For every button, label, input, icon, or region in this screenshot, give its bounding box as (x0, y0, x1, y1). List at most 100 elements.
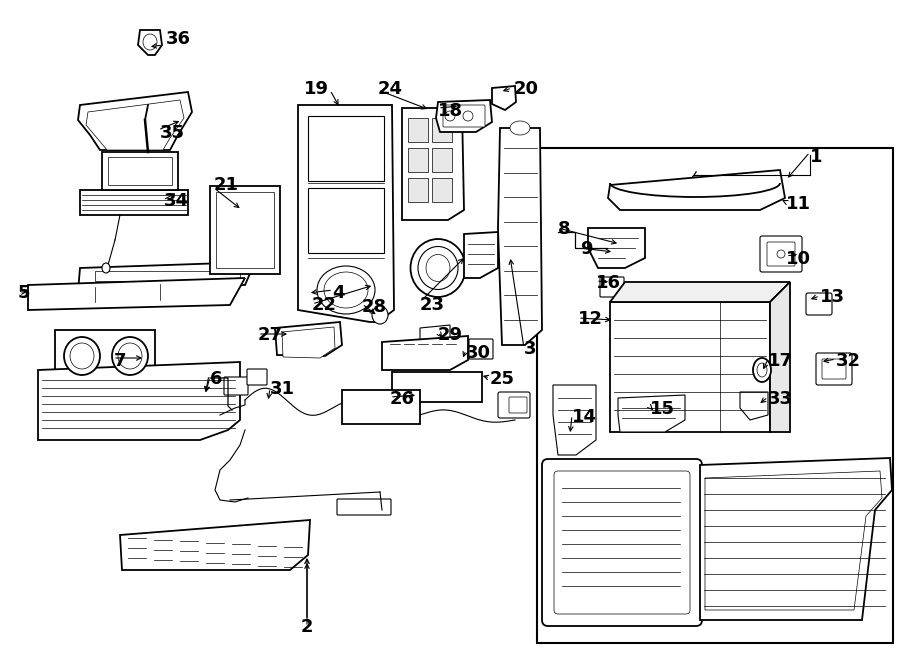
Polygon shape (38, 362, 240, 440)
Polygon shape (298, 105, 394, 322)
Polygon shape (402, 108, 464, 220)
Bar (610, 302, 770, 432)
Text: 10: 10 (786, 250, 811, 268)
Text: 3: 3 (524, 340, 536, 358)
Text: 36: 36 (166, 30, 191, 48)
Polygon shape (138, 30, 162, 55)
Bar (537, 148, 893, 643)
Bar (210, 186, 280, 274)
Text: 8: 8 (558, 220, 571, 238)
Bar (432, 178, 452, 202)
FancyBboxPatch shape (554, 471, 690, 614)
Bar (392, 372, 482, 402)
Text: 26: 26 (390, 390, 415, 408)
FancyBboxPatch shape (509, 397, 527, 413)
Text: 29: 29 (438, 326, 463, 344)
Polygon shape (588, 228, 645, 268)
Bar (308, 116, 384, 181)
Text: 21: 21 (214, 176, 239, 194)
Ellipse shape (64, 337, 100, 375)
Text: 17: 17 (768, 352, 793, 370)
Text: 18: 18 (438, 102, 464, 120)
Polygon shape (553, 385, 596, 455)
Text: 14: 14 (572, 408, 597, 426)
Ellipse shape (777, 250, 785, 258)
Ellipse shape (753, 358, 771, 382)
Polygon shape (492, 86, 516, 110)
Text: 11: 11 (786, 195, 811, 213)
Ellipse shape (426, 254, 450, 282)
Polygon shape (740, 392, 768, 420)
Ellipse shape (445, 111, 455, 121)
Polygon shape (464, 232, 498, 278)
Text: 7: 7 (114, 352, 127, 370)
FancyBboxPatch shape (822, 359, 846, 379)
FancyBboxPatch shape (247, 369, 267, 385)
Polygon shape (78, 262, 255, 292)
Text: 12: 12 (578, 310, 603, 328)
Text: 1: 1 (810, 148, 823, 166)
Text: 27: 27 (258, 326, 283, 344)
Text: 30: 30 (466, 344, 491, 362)
Polygon shape (78, 92, 192, 150)
Text: 20: 20 (514, 80, 539, 98)
Ellipse shape (118, 343, 142, 369)
Polygon shape (80, 190, 188, 215)
FancyBboxPatch shape (224, 377, 248, 395)
Polygon shape (28, 278, 245, 310)
FancyBboxPatch shape (760, 236, 802, 272)
Ellipse shape (102, 263, 110, 273)
FancyBboxPatch shape (498, 392, 530, 418)
Text: 9: 9 (580, 240, 592, 258)
Ellipse shape (410, 239, 465, 297)
Text: 13: 13 (820, 288, 845, 306)
FancyBboxPatch shape (600, 277, 624, 297)
Text: 2: 2 (301, 618, 313, 636)
Polygon shape (705, 471, 882, 610)
Text: 15: 15 (650, 400, 675, 418)
Text: 6: 6 (210, 370, 222, 388)
FancyBboxPatch shape (542, 459, 702, 626)
Text: 28: 28 (362, 298, 387, 316)
Bar (408, 148, 428, 172)
Bar (95, 271, 240, 281)
Text: 31: 31 (270, 380, 295, 398)
FancyBboxPatch shape (816, 353, 852, 385)
Text: 23: 23 (420, 296, 445, 314)
Ellipse shape (372, 306, 388, 324)
Polygon shape (420, 325, 450, 350)
Polygon shape (618, 395, 685, 432)
Ellipse shape (463, 111, 473, 121)
Ellipse shape (70, 343, 94, 369)
Bar (408, 178, 428, 202)
Text: 4: 4 (332, 284, 345, 302)
Bar (308, 188, 384, 253)
Text: 34: 34 (164, 192, 189, 210)
Ellipse shape (317, 266, 375, 314)
Text: 32: 32 (836, 352, 861, 370)
FancyBboxPatch shape (767, 242, 795, 266)
Bar (432, 118, 452, 142)
Polygon shape (608, 170, 785, 210)
Ellipse shape (757, 363, 767, 377)
Polygon shape (55, 330, 155, 382)
Text: 25: 25 (490, 370, 515, 388)
Ellipse shape (143, 34, 157, 50)
Bar (216, 192, 274, 268)
Polygon shape (700, 458, 892, 620)
Polygon shape (382, 336, 468, 370)
Text: 5: 5 (18, 284, 31, 302)
Ellipse shape (418, 247, 458, 290)
Text: 19: 19 (304, 80, 329, 98)
Polygon shape (436, 100, 492, 132)
Text: 22: 22 (312, 296, 337, 314)
Polygon shape (120, 520, 310, 570)
Ellipse shape (510, 121, 530, 135)
Text: 33: 33 (768, 390, 793, 408)
FancyBboxPatch shape (337, 499, 391, 515)
Bar (432, 148, 452, 172)
Bar (102, 152, 178, 190)
Bar (408, 118, 428, 142)
Polygon shape (770, 282, 790, 432)
Polygon shape (498, 128, 542, 345)
